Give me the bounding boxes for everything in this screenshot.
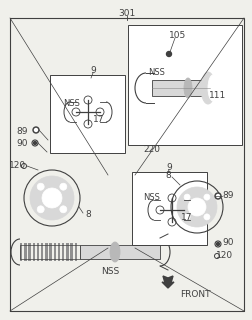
- Ellipse shape: [183, 78, 191, 98]
- Text: 17: 17: [93, 116, 104, 124]
- Text: 90: 90: [16, 139, 28, 148]
- Text: 8: 8: [165, 171, 170, 180]
- Circle shape: [30, 176, 74, 220]
- Bar: [80, 245, 159, 259]
- Bar: [70, 243, 73, 261]
- Text: 120: 120: [215, 251, 233, 260]
- Text: NSS: NSS: [101, 268, 119, 276]
- Bar: [132, 172, 206, 245]
- Text: 120: 120: [9, 161, 26, 170]
- Circle shape: [37, 183, 44, 190]
- Bar: [49, 243, 52, 261]
- Circle shape: [216, 243, 219, 245]
- Ellipse shape: [200, 72, 214, 104]
- Text: 9: 9: [90, 66, 96, 75]
- Bar: [28, 243, 31, 261]
- Bar: [41, 243, 43, 261]
- Text: 90: 90: [221, 238, 233, 247]
- Bar: [50, 75, 124, 153]
- Bar: [62, 243, 64, 261]
- Bar: [33, 243, 35, 261]
- Bar: [128, 25, 241, 145]
- Circle shape: [183, 194, 189, 200]
- Bar: [57, 243, 60, 261]
- Bar: [20, 243, 22, 261]
- Text: NSS: NSS: [63, 99, 80, 108]
- Circle shape: [183, 214, 189, 220]
- Polygon shape: [161, 276, 173, 288]
- Bar: [45, 243, 48, 261]
- Text: 89: 89: [221, 190, 233, 199]
- Circle shape: [176, 187, 216, 227]
- Bar: [20, 245, 80, 259]
- Circle shape: [187, 198, 205, 216]
- Bar: [53, 243, 56, 261]
- Text: FRONT: FRONT: [179, 291, 209, 300]
- Text: 111: 111: [209, 91, 226, 100]
- Circle shape: [216, 195, 219, 197]
- Text: 220: 220: [143, 145, 160, 154]
- Circle shape: [59, 183, 67, 190]
- Text: 89: 89: [16, 127, 28, 137]
- Circle shape: [33, 127, 39, 133]
- Ellipse shape: [207, 75, 217, 101]
- Circle shape: [166, 52, 171, 57]
- Text: 9: 9: [166, 163, 171, 172]
- Bar: [74, 243, 77, 261]
- Circle shape: [34, 129, 37, 132]
- Circle shape: [59, 206, 67, 213]
- Text: 105: 105: [169, 30, 186, 39]
- Circle shape: [33, 141, 36, 145]
- Circle shape: [203, 214, 209, 220]
- Text: NSS: NSS: [142, 194, 159, 203]
- Circle shape: [42, 188, 62, 208]
- Circle shape: [203, 194, 209, 200]
- Circle shape: [214, 193, 220, 199]
- Bar: [151, 80, 209, 96]
- Circle shape: [37, 206, 44, 213]
- Text: 17: 17: [180, 213, 192, 222]
- Bar: [66, 243, 69, 261]
- Text: NSS: NSS: [147, 68, 164, 76]
- Ellipse shape: [110, 242, 119, 262]
- Bar: [37, 243, 39, 261]
- Text: 301: 301: [118, 9, 135, 18]
- Text: 8: 8: [85, 211, 90, 220]
- Bar: [24, 243, 27, 261]
